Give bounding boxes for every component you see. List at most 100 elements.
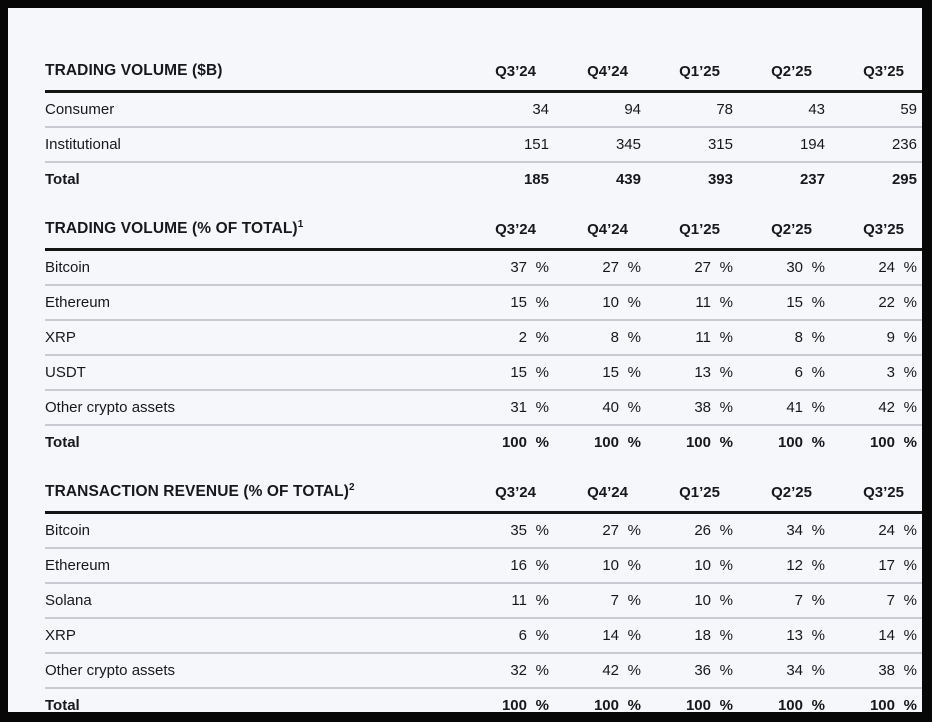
footnote-marker: 2 xyxy=(349,481,355,493)
cell-value: 11% xyxy=(646,319,738,355)
percent-sign: % xyxy=(903,592,917,609)
cell-value: 8% xyxy=(554,319,646,355)
cell-value: 100% xyxy=(554,687,646,722)
cell-number: 38 xyxy=(878,662,895,679)
cell-number: 15 xyxy=(510,294,527,311)
cell-number: 12 xyxy=(786,557,803,574)
cell-value: 31% xyxy=(462,389,554,425)
cell-number: 43 xyxy=(808,101,825,118)
column-header-quarter: Q1’25 xyxy=(646,220,738,251)
cell-number: 37 xyxy=(510,259,527,276)
percent-sign: % xyxy=(627,259,641,276)
row-label: USDT xyxy=(45,354,462,390)
cell-value: 59 xyxy=(830,92,922,128)
cell-value: 185 xyxy=(462,161,554,196)
percent-sign: % xyxy=(719,259,733,276)
cell-value: 6% xyxy=(738,354,830,390)
section-title: TRANSACTION REVENUE (% OF TOTAL)2 xyxy=(45,481,462,514)
cell-number: 78 xyxy=(716,101,733,118)
section-title-text: TRANSACTION REVENUE (% OF TOTAL) xyxy=(45,483,350,500)
percent-sign: % xyxy=(535,259,549,276)
cell-number: 10 xyxy=(694,592,711,609)
percent-sign: % xyxy=(719,522,733,539)
percent-sign: % xyxy=(903,662,917,679)
column-header-quarter: Q2’25 xyxy=(738,483,830,514)
percent-sign: % xyxy=(535,399,549,416)
column-header-quarter: Q2’25 xyxy=(738,220,830,251)
percent-sign: % xyxy=(903,557,917,574)
percent-sign: % xyxy=(719,592,733,609)
cell-number: 13 xyxy=(786,627,803,644)
cell-number: 35 xyxy=(510,522,527,539)
cell-value: 100% xyxy=(738,687,830,722)
cell-value: 30% xyxy=(738,250,830,286)
cell-number: 3 xyxy=(886,364,895,381)
row-label: Bitcoin xyxy=(45,522,91,539)
cell-number: 11 xyxy=(695,329,711,346)
percent-sign: % xyxy=(903,329,917,346)
cell-number: 185 xyxy=(523,171,549,188)
percent-sign: % xyxy=(719,434,733,451)
cell-number: 100 xyxy=(501,434,527,451)
percent-sign: % xyxy=(535,434,549,451)
cell-number: 7 xyxy=(794,592,803,609)
row-label: Solana xyxy=(45,582,462,618)
section-title: TRADING VOLUME ($B) xyxy=(45,62,462,93)
percent-sign: % xyxy=(627,364,641,381)
cell-value: 27% xyxy=(554,250,646,286)
column-header-quarter: Q4’24 xyxy=(554,220,646,251)
column-header-quarter: Q1’25 xyxy=(646,62,738,93)
cell-number: 100 xyxy=(501,697,527,714)
cell-number: 24 xyxy=(878,522,895,539)
cell-value: 3% xyxy=(830,354,922,390)
percent-sign: % xyxy=(535,662,549,679)
table-header-row: TRANSACTION REVENUE (% OF TOTAL)2 Q3’24 Q4… xyxy=(45,481,922,514)
cell-number: 15 xyxy=(602,364,619,381)
row-label: Consumer xyxy=(45,101,115,118)
cell-number: 439 xyxy=(615,171,641,188)
cell-number: 15 xyxy=(510,364,527,381)
cell-number: 26 xyxy=(694,522,711,539)
cell-number: 100 xyxy=(869,434,895,451)
cell-number: 13 xyxy=(694,364,711,381)
cell-value: 42% xyxy=(830,389,922,425)
table-row: Other crypto assets 32% 42% 36% 34% 38% xyxy=(45,652,922,688)
cell-value: 15% xyxy=(462,354,554,390)
percent-sign: % xyxy=(719,364,733,381)
percent-sign: % xyxy=(719,697,733,714)
cell-value: 34% xyxy=(738,513,830,549)
percent-sign: % xyxy=(627,592,641,609)
cell-number: 34 xyxy=(532,101,549,118)
column-header-quarter: Q1’25 xyxy=(646,483,738,514)
cell-number: 30 xyxy=(786,259,803,276)
percent-sign: % xyxy=(811,697,825,714)
cell-number: 41 xyxy=(786,399,803,416)
cell-number: 237 xyxy=(799,171,825,188)
row-label: XRP xyxy=(45,617,462,653)
cell-number: 100 xyxy=(685,697,711,714)
percent-sign: % xyxy=(627,329,641,346)
cell-value: 27% xyxy=(646,250,738,286)
percent-sign: % xyxy=(903,399,917,416)
cell-number: 6 xyxy=(518,627,527,644)
column-header-quarter: Q2’25 xyxy=(738,62,830,93)
cell-number: 32 xyxy=(510,662,527,679)
cell-value: 10% xyxy=(554,284,646,320)
cell-value: 14% xyxy=(830,617,922,653)
row-label: XRP xyxy=(45,319,462,355)
percent-sign: % xyxy=(627,662,641,679)
percent-sign: % xyxy=(811,522,825,539)
percent-sign: % xyxy=(903,294,917,311)
section-title-text: TRADING VOLUME (% OF TOTAL) xyxy=(45,220,298,237)
column-header-quarter: Q3’24 xyxy=(462,220,554,251)
cell-number: 100 xyxy=(593,434,619,451)
percent-sign: % xyxy=(627,627,641,644)
percent-sign: % xyxy=(903,434,917,451)
cell-number: 194 xyxy=(799,136,825,153)
cell-number: 100 xyxy=(777,697,803,714)
section-title-text: TRADING VOLUME ($B) xyxy=(45,62,223,79)
cell-number: 15 xyxy=(786,294,803,311)
column-header-quarter: Q3’24 xyxy=(462,483,554,514)
cell-value: 17% xyxy=(830,547,922,583)
